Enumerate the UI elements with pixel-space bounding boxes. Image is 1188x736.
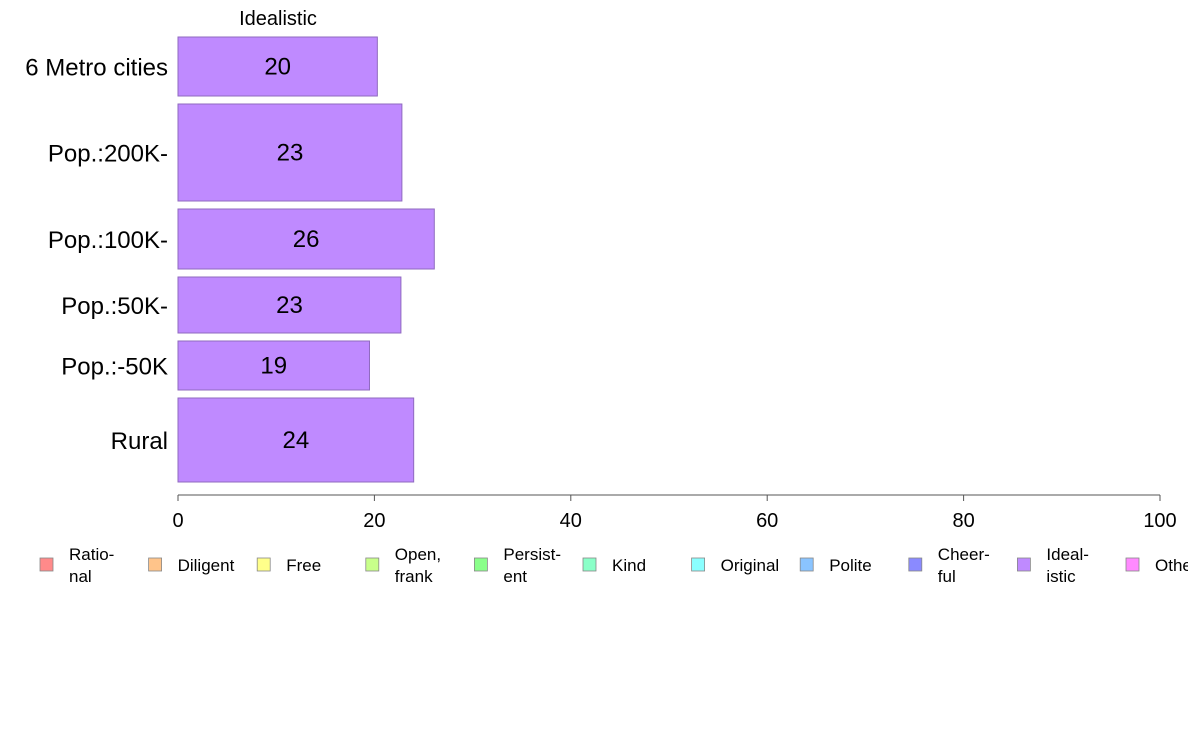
bar-value-label: 23 xyxy=(276,292,303,319)
bar-value-label: 26 xyxy=(293,226,320,253)
category-label: Pop.:200K- xyxy=(48,141,168,168)
x-axis: 0 20 40 60 80 100 xyxy=(172,494,1177,532)
legend-label: Ideal- xyxy=(1046,545,1089,564)
legend-swatch xyxy=(148,557,163,572)
bar xyxy=(177,397,415,483)
legend-swatch xyxy=(908,557,923,572)
legend-label: Polite xyxy=(829,556,872,575)
legend-swatch xyxy=(473,557,488,572)
legend-swatch xyxy=(365,557,380,572)
category-label: 6 Metro cities xyxy=(25,55,168,82)
x-tick-label: 100 xyxy=(1143,510,1176,532)
legend-label: Kind xyxy=(612,556,646,575)
category-label: Rural xyxy=(111,428,168,455)
legend-swatch xyxy=(799,557,814,572)
legend-label: Ratio- xyxy=(69,545,114,564)
bar xyxy=(177,36,378,97)
bar xyxy=(177,340,370,391)
legend-label: Persist- xyxy=(503,545,561,564)
legend-swatch xyxy=(1017,557,1031,572)
legend-swatch xyxy=(1125,557,1140,572)
legend-label: Open, xyxy=(395,545,441,564)
category-label: Pop.:50K- xyxy=(61,293,168,320)
legend-label: Original xyxy=(721,556,780,575)
bar-value-label: 19 xyxy=(260,353,287,380)
legend: Ratio-nal Diligent Free Open, frank Persist-e… xyxy=(39,545,1188,586)
bar-value-label: 24 xyxy=(282,427,309,454)
legend-label: nal xyxy=(69,567,92,586)
legend-label: istic xyxy=(1046,567,1076,586)
legend-swatch xyxy=(256,557,271,572)
bar xyxy=(177,208,435,270)
legend-swatch xyxy=(691,557,705,572)
legend-swatch xyxy=(39,557,54,572)
legend-label: ent xyxy=(503,567,527,586)
bar xyxy=(177,103,403,202)
bar-value-label: 20 xyxy=(264,54,291,81)
x-tick-label: 80 xyxy=(952,510,974,532)
legend-swatch xyxy=(582,557,597,572)
legend-label: Other xyxy=(1155,556,1188,575)
category-label: Pop.:100K- xyxy=(48,227,168,254)
bars-layer: 6 Metro cities 20 Pop.:200K- 23 Pop.:100K- 26… xyxy=(25,36,435,483)
legend-label: Free xyxy=(286,556,321,575)
chart-title: Idealistic xyxy=(239,8,317,30)
legend-label: ful xyxy=(938,567,956,586)
x-tick-label: 40 xyxy=(560,510,582,532)
x-tick-label: 0 xyxy=(172,510,183,532)
legend-label: Cheer- xyxy=(938,545,990,564)
x-tick-label: 60 xyxy=(756,510,778,532)
bar xyxy=(177,276,402,334)
bar-value-label: 23 xyxy=(277,140,304,167)
category-label: Pop.:-50K xyxy=(61,354,168,381)
legend-label: Diligent xyxy=(178,556,235,575)
x-tick-label: 20 xyxy=(363,510,385,532)
legend-label: frank xyxy=(395,567,433,586)
